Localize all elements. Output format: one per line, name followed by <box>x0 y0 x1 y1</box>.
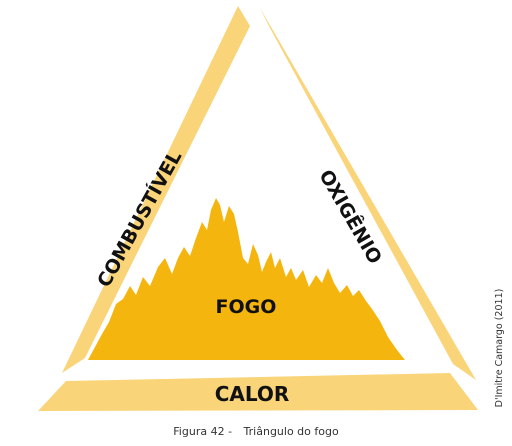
fuel-label: COMBUSTÍVEL <box>92 147 186 291</box>
heat-side-band <box>38 373 478 411</box>
figure-number: Figura 42 - <box>173 425 233 438</box>
flame-shape <box>88 198 405 360</box>
heat-label: CALOR <box>215 382 290 406</box>
figure-caption: Figura 42 - Triângulo do fogo <box>0 425 512 438</box>
fuel-side-band <box>62 6 250 373</box>
fire-label: FOGO <box>216 296 277 318</box>
oxygen-side-band <box>260 8 476 380</box>
image-credit: D'Imitre Camargo (2011) <box>494 289 505 408</box>
figure-title: Triângulo do fogo <box>243 425 339 438</box>
